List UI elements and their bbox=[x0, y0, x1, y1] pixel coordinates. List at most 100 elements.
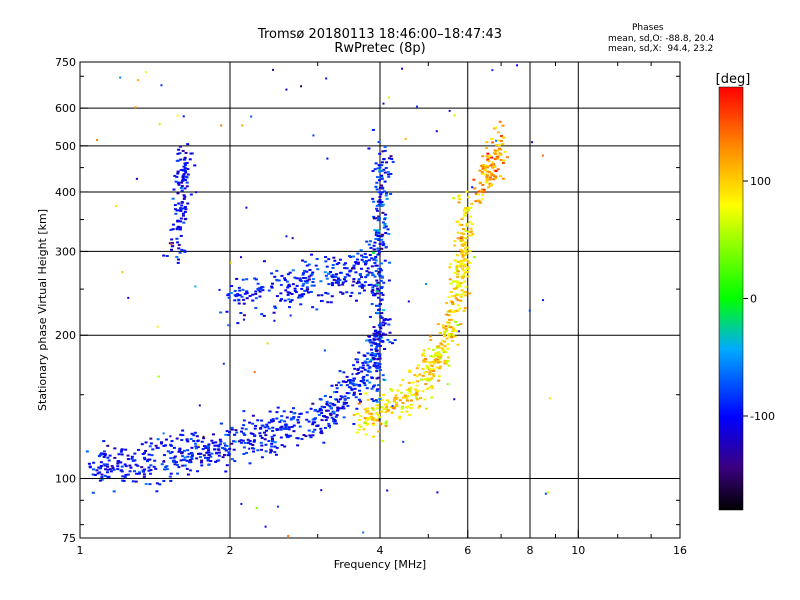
data-point bbox=[370, 344, 374, 347]
data-point bbox=[462, 309, 466, 312]
data-point bbox=[216, 444, 220, 447]
data-point bbox=[155, 482, 159, 485]
data-point bbox=[324, 291, 328, 294]
data-point bbox=[359, 249, 363, 252]
data-point bbox=[377, 416, 381, 419]
data-point bbox=[264, 450, 268, 453]
data-point bbox=[446, 359, 450, 362]
data-point bbox=[347, 386, 351, 389]
data-point bbox=[369, 353, 373, 356]
data-point bbox=[305, 411, 309, 414]
data-point bbox=[207, 449, 211, 452]
data-point bbox=[297, 416, 301, 419]
data-point bbox=[346, 397, 350, 400]
data-point bbox=[343, 262, 347, 265]
data-point bbox=[352, 255, 356, 258]
data-point bbox=[228, 431, 232, 434]
data-point bbox=[171, 197, 175, 200]
data-point bbox=[308, 434, 312, 437]
data-point bbox=[230, 458, 234, 461]
data-point bbox=[458, 198, 462, 201]
data-point bbox=[370, 377, 374, 380]
data-point bbox=[264, 429, 268, 432]
data-point bbox=[329, 402, 333, 405]
data-point bbox=[450, 336, 454, 339]
data-point bbox=[382, 226, 386, 229]
data-point bbox=[91, 473, 95, 476]
data-point bbox=[283, 278, 287, 281]
data-point bbox=[259, 441, 263, 444]
data-point bbox=[408, 392, 412, 395]
data-point bbox=[410, 394, 414, 397]
data-point bbox=[373, 257, 377, 260]
data-point bbox=[355, 258, 359, 261]
data-point bbox=[376, 364, 380, 367]
data-point bbox=[183, 464, 187, 467]
data-point bbox=[307, 420, 311, 423]
data-point bbox=[241, 278, 245, 281]
data-point bbox=[358, 273, 362, 276]
data-point bbox=[324, 409, 328, 412]
data-point bbox=[172, 446, 176, 449]
data-point bbox=[352, 267, 356, 270]
data-point bbox=[414, 388, 418, 391]
data-point bbox=[458, 307, 462, 310]
data-point bbox=[307, 263, 311, 266]
data-point bbox=[419, 397, 423, 400]
data-point bbox=[332, 420, 336, 423]
data-point bbox=[299, 303, 303, 306]
data-point bbox=[401, 67, 404, 70]
data-point bbox=[443, 362, 447, 365]
data-point bbox=[465, 249, 469, 252]
data-point bbox=[488, 154, 492, 157]
data-point bbox=[183, 170, 187, 173]
data-point bbox=[310, 284, 314, 287]
data-point bbox=[459, 295, 463, 298]
data-point bbox=[233, 299, 237, 302]
data-point bbox=[424, 377, 428, 380]
data-point bbox=[176, 172, 180, 175]
data-point bbox=[176, 170, 180, 173]
data-point bbox=[178, 251, 182, 254]
data-point bbox=[307, 275, 311, 278]
data-point bbox=[498, 153, 502, 156]
data-point bbox=[221, 446, 225, 449]
data-point bbox=[445, 302, 449, 305]
data-point bbox=[324, 274, 328, 277]
data-point bbox=[284, 423, 288, 426]
data-point bbox=[473, 187, 477, 190]
data-point bbox=[295, 277, 299, 280]
data-point bbox=[376, 216, 380, 219]
data-point bbox=[286, 291, 290, 294]
data-point bbox=[358, 389, 362, 392]
data-point bbox=[384, 225, 388, 228]
data-point bbox=[495, 157, 499, 160]
data-point bbox=[351, 373, 354, 376]
data-point bbox=[371, 422, 375, 425]
data-point bbox=[406, 399, 410, 402]
data-point bbox=[314, 417, 318, 420]
data-point bbox=[370, 407, 374, 410]
data-point bbox=[359, 380, 363, 383]
data-point bbox=[105, 463, 109, 466]
data-point bbox=[165, 465, 169, 468]
data-point bbox=[359, 400, 363, 403]
data-point bbox=[228, 447, 232, 450]
x-tick-label: 1 bbox=[77, 544, 84, 557]
data-point bbox=[291, 237, 294, 240]
data-point bbox=[342, 371, 346, 374]
data-point bbox=[456, 324, 460, 327]
data-point bbox=[460, 252, 464, 255]
colorbar-tick-label: 0 bbox=[750, 293, 757, 306]
data-point bbox=[269, 448, 273, 451]
data-point bbox=[471, 233, 475, 236]
data-point bbox=[155, 490, 159, 493]
data-point bbox=[476, 199, 480, 202]
data-point bbox=[168, 452, 172, 455]
data-point bbox=[135, 177, 138, 180]
data-point bbox=[456, 273, 460, 276]
data-point bbox=[492, 178, 496, 181]
data-point bbox=[303, 269, 307, 272]
data-point bbox=[437, 367, 441, 370]
data-point bbox=[376, 366, 380, 369]
